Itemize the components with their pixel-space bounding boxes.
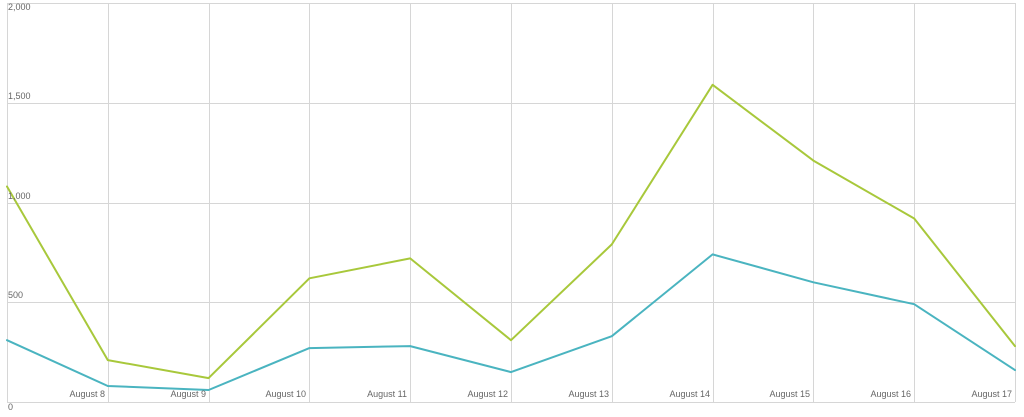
- data-point: [812, 281, 815, 284]
- x-tick-label: August 15: [769, 389, 810, 399]
- data-point: [913, 303, 915, 306]
- x-tick-label: August 13: [568, 389, 609, 399]
- data-point: [1014, 369, 1016, 371]
- y-tick-label: 500: [8, 290, 23, 300]
- y-tick-label: 2,000: [8, 2, 31, 12]
- x-tick-label: August 16: [870, 389, 911, 399]
- data-point: [611, 335, 613, 338]
- x-tick-label: August 8: [69, 389, 105, 399]
- data-point: [611, 243, 613, 246]
- x-tick-label: August 10: [265, 389, 306, 399]
- data-point: [409, 257, 412, 260]
- y-tick-label: 0: [8, 402, 13, 412]
- data-point: [510, 371, 512, 373]
- data-point: [207, 389, 210, 391]
- series-layer: [6, 83, 1016, 391]
- data-point: [107, 385, 109, 387]
- x-tick-label: August 17: [971, 389, 1012, 399]
- data-point: [207, 377, 210, 379]
- data-point: [409, 345, 412, 347]
- data-point: [6, 339, 8, 342]
- x-tick-label: August 12: [467, 389, 508, 399]
- data-point: [6, 185, 8, 188]
- data-point: [510, 339, 512, 342]
- x-tick-label: August 9: [170, 389, 206, 399]
- data-point: [913, 217, 915, 220]
- data-point: [1014, 345, 1016, 347]
- y-tick-label: 1,500: [8, 91, 31, 101]
- data-point: [711, 84, 714, 86]
- data-point: [308, 277, 311, 280]
- x-tick-label: August 14: [669, 389, 710, 399]
- data-point: [308, 347, 311, 349]
- label-layer: 0 500 1,000 1,500 2,000 August 8 August 9 Augus…: [8, 2, 1012, 412]
- data-point: [711, 253, 714, 256]
- data-point: [812, 159, 815, 162]
- x-tick-label: August 11: [367, 389, 407, 399]
- data-point: [107, 359, 109, 361]
- y-tick-label: 1,000: [8, 191, 31, 201]
- grid-layer: [7, 3, 1016, 403]
